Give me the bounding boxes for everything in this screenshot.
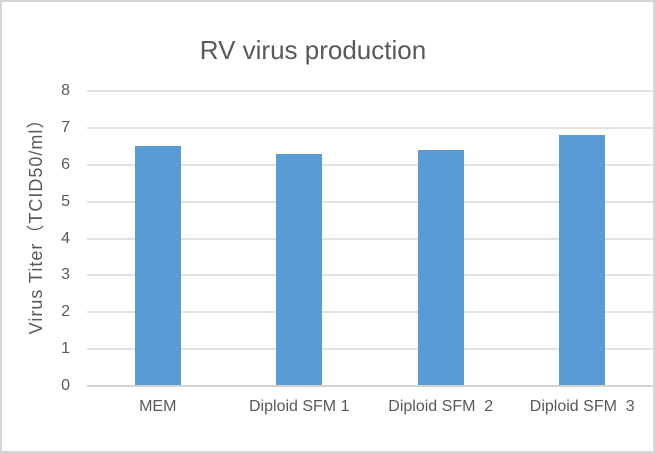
y-gridline xyxy=(87,126,653,129)
y-gridline xyxy=(87,237,653,240)
y-gridline xyxy=(87,163,653,166)
y-tick-label: 8 xyxy=(61,82,70,99)
x-axis-line xyxy=(87,385,653,387)
y-tick-label: 2 xyxy=(61,303,70,321)
chart-title: RV virus production xyxy=(199,35,427,65)
bar-diploid-sfm-1 xyxy=(276,153,323,386)
y-gridline xyxy=(87,200,653,203)
y-gridline xyxy=(87,348,653,351)
bar-diploid-sfm-3 xyxy=(559,135,606,386)
y-axis-title: Virus Titer（TCID50/ml） xyxy=(26,109,46,335)
y-tick-label: 1 xyxy=(61,340,70,358)
x-category-label: MEM xyxy=(139,398,177,415)
y-gridline xyxy=(87,274,653,277)
y-tick-label: 0 xyxy=(61,377,70,394)
x-category-label: Diploid SFM 1 xyxy=(249,398,350,415)
y-tick-label: 7 xyxy=(61,118,70,136)
y-gridline xyxy=(87,90,653,92)
y-tick-label: 3 xyxy=(61,266,70,284)
x-category-label: Diploid SFM 3 xyxy=(529,398,635,415)
y-tick-label: 4 xyxy=(61,229,70,247)
y-tick-label: 5 xyxy=(61,192,70,210)
bar-mem xyxy=(134,146,181,386)
y-tick-label: 6 xyxy=(61,155,70,173)
x-category-label: Diploid SFM 2 xyxy=(388,398,494,415)
y-gridline xyxy=(87,311,653,314)
bar-diploid-sfm-2 xyxy=(417,150,464,386)
